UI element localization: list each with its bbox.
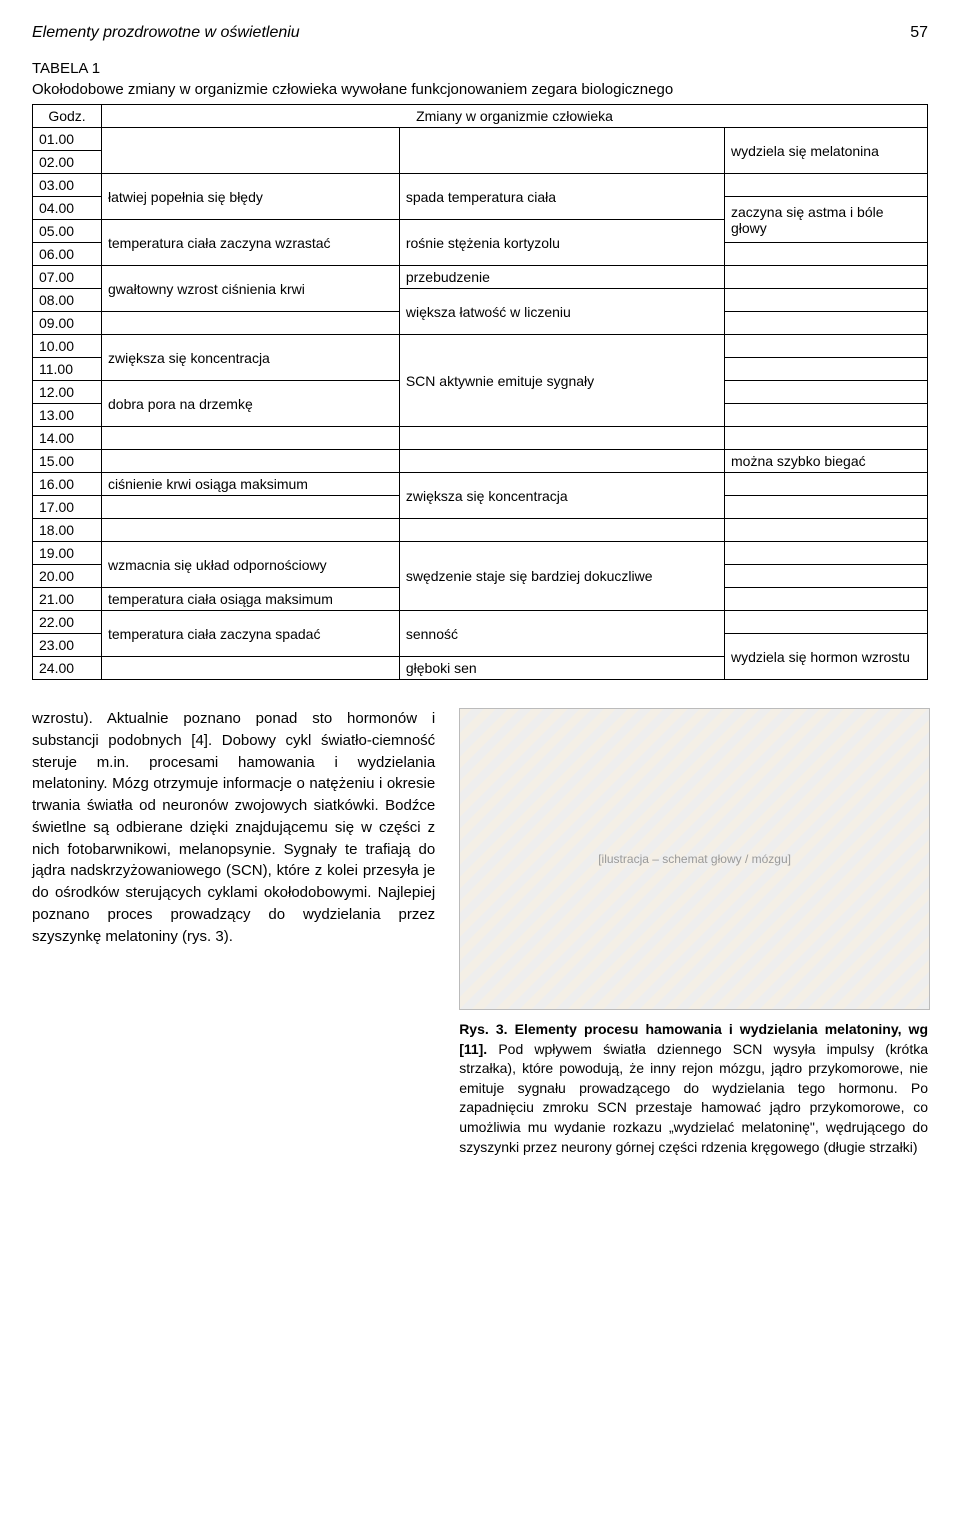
cell-col2 [102, 427, 400, 450]
cell-godz: 03.00 [33, 174, 102, 197]
cell-godz: 21.00 [33, 588, 102, 611]
cell-col4: można szybko biegać [725, 450, 928, 473]
cell-col4 [725, 358, 928, 381]
table-row: 19.00 wzmacnia się układ odpornościowy s… [33, 542, 928, 565]
cell-col2 [102, 519, 400, 542]
cell-godz: 17.00 [33, 496, 102, 519]
cell-col4 [725, 473, 928, 496]
cell-col2 [102, 450, 400, 473]
cell-col3 [399, 128, 724, 174]
cell-col4: zaczyna się astma i bóle głowy [725, 197, 928, 243]
table-row: 16.00 ciśnienie krwi osiąga maksimum zwi… [33, 473, 928, 496]
cell-col4 [725, 611, 928, 634]
cell-godz: 01.00 [33, 128, 102, 151]
cell-col2: dobra pora na drzemkę [102, 381, 400, 427]
cell-col2 [102, 657, 400, 680]
cell-col4 [725, 312, 928, 335]
running-title: Elementy prozdrowotne w oświetleniu [32, 24, 300, 42]
table-row: 22.00 temperatura ciała zaczyna spadać s… [33, 611, 928, 634]
cell-col2: zwiększa się koncentracja [102, 335, 400, 381]
circadian-table: Godz. Zmiany w organizmie człowieka 01.0… [32, 104, 928, 680]
cell-col4 [725, 565, 928, 588]
cell-godz: 02.00 [33, 151, 102, 174]
cell-godz: 24.00 [33, 657, 102, 680]
cell-godz: 05.00 [33, 220, 102, 243]
table-label: TABELA 1 [32, 60, 928, 77]
cell-col4 [725, 519, 928, 542]
cell-godz: 09.00 [33, 312, 102, 335]
cell-col4 [725, 542, 928, 565]
cell-godz: 11.00 [33, 358, 102, 381]
table-row: 07.00 gwałtowny wzrost ciśnienia krwi pr… [33, 266, 928, 289]
cell-godz: 06.00 [33, 243, 102, 266]
table-row: 03.00 łatwiej popełnia się błędy spada t… [33, 174, 928, 197]
cell-col2 [102, 312, 400, 335]
cell-godz: 13.00 [33, 404, 102, 427]
cell-godz: 20.00 [33, 565, 102, 588]
cell-godz: 18.00 [33, 519, 102, 542]
cell-col4 [725, 427, 928, 450]
cell-col2: gwałtowny wzrost ciśnienia krwi [102, 266, 400, 312]
cell-col4 [725, 289, 928, 312]
cell-godz: 08.00 [33, 289, 102, 312]
cell-godz: 16.00 [33, 473, 102, 496]
cell-col4 [725, 404, 928, 427]
cell-col3: większa łatwość w liczeniu [399, 289, 724, 335]
cell-col3: przebudzenie [399, 266, 724, 289]
cell-col3 [399, 427, 724, 450]
cell-col3 [399, 450, 724, 473]
cell-godz: 12.00 [33, 381, 102, 404]
cell-col3: swędzenie staje się bardziej dokuczliwe [399, 542, 724, 611]
cell-col2: łatwiej popełnia się błędy [102, 174, 400, 220]
running-header: Elementy prozdrowotne w oświetleniu 57 [32, 24, 928, 42]
cell-godz: 19.00 [33, 542, 102, 565]
table-caption: Okołodobowe zmiany w organizmie człowiek… [32, 81, 928, 98]
cell-col2: temperatura ciała zaczyna wzrastać [102, 220, 400, 266]
cell-col4 [725, 266, 928, 289]
figure-image-placeholder: [ilustracja – schemat głowy / mózgu] [459, 708, 930, 1010]
cell-col4 [725, 588, 928, 611]
cell-godz: 10.00 [33, 335, 102, 358]
col-header-changes: Zmiany w organizmie człowieka [102, 105, 928, 128]
cell-col2 [102, 128, 400, 174]
cell-col3: zwiększa się koncentracja [399, 473, 724, 519]
cell-col4 [725, 174, 928, 197]
cell-col4 [725, 496, 928, 519]
cell-col3: spada temperatura ciała [399, 174, 724, 220]
cell-col2 [102, 496, 400, 519]
figure-caption-rest: Pod wpływem światła dziennego SCN wysyła… [459, 1041, 928, 1155]
table-row: 10.00 zwiększa się koncentracja SCN akty… [33, 335, 928, 358]
cell-godz: 22.00 [33, 611, 102, 634]
cell-godz: 07.00 [33, 266, 102, 289]
cell-col3 [399, 519, 724, 542]
cell-godz: 15.00 [33, 450, 102, 473]
body-paragraph: wzrostu). Aktualnie poznano ponad sto ho… [32, 708, 435, 1157]
cell-col2: temperatura ciała osiąga maksimum [102, 588, 400, 611]
table-row: 15.00 można szybko biegać [33, 450, 928, 473]
cell-col4 [725, 243, 928, 266]
cell-godz: 23.00 [33, 634, 102, 657]
cell-col3: głęboki sen [399, 657, 724, 680]
cell-col3: rośnie stężenia kortyzolu [399, 220, 724, 266]
cell-godz: 04.00 [33, 197, 102, 220]
cell-col4 [725, 335, 928, 358]
cell-col3: SCN aktywnie emituje sygnały [399, 335, 724, 427]
col-header-godz: Godz. [33, 105, 102, 128]
cell-col2: ciśnienie krwi osiąga maksimum [102, 473, 400, 496]
table-row: 18.00 [33, 519, 928, 542]
cell-col4 [725, 381, 928, 404]
cell-col4: wydziela się melatonina [725, 128, 928, 174]
table-row: 14.00 [33, 427, 928, 450]
cell-col2: wzmacnia się układ odpornościowy [102, 542, 400, 588]
cell-col4: wydziela się hormon wzrostu [725, 634, 928, 680]
page-number: 57 [910, 24, 928, 42]
figure-caption: Rys. 3. Elementy procesu hamowania i wyd… [459, 1020, 928, 1157]
cell-col2: temperatura ciała zaczyna spadać [102, 611, 400, 657]
cell-col3: senność [399, 611, 724, 657]
cell-godz: 14.00 [33, 427, 102, 450]
table-row: 01.00 wydziela się melatonina [33, 128, 928, 151]
